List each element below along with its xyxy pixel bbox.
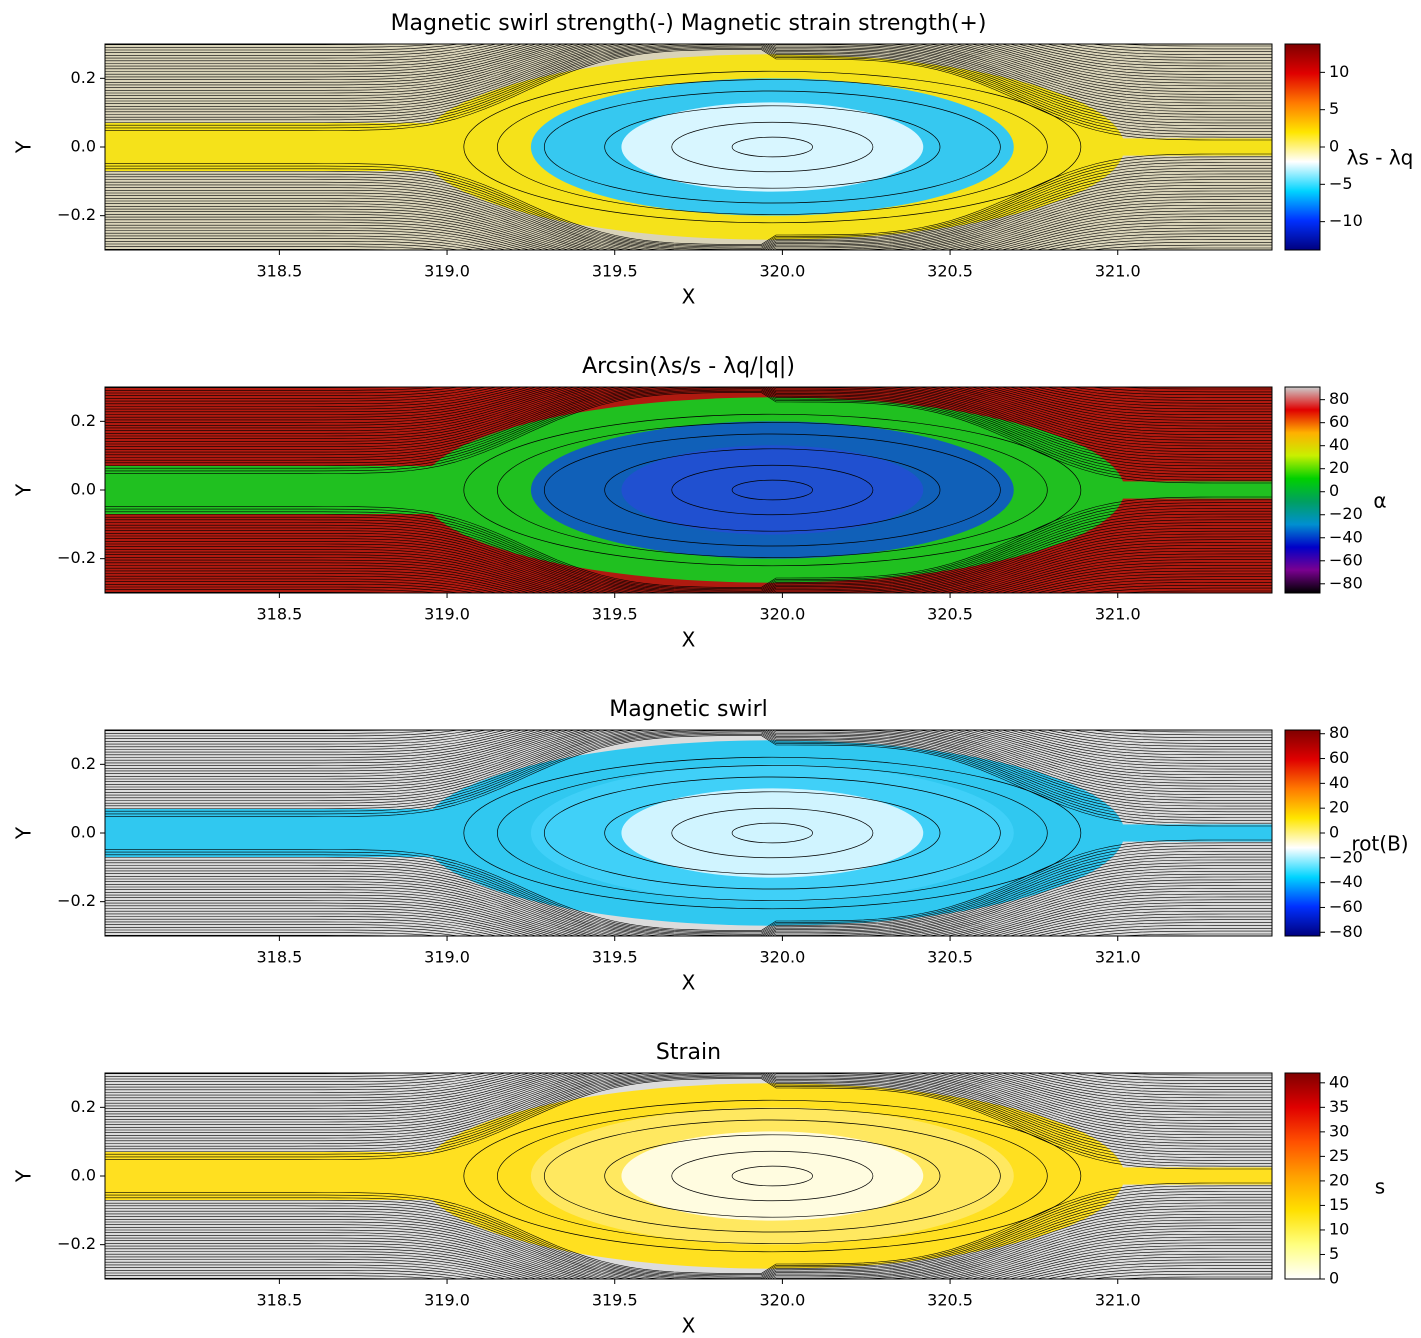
field-region bbox=[621, 445, 923, 534]
y-tick-label: −0.2 bbox=[57, 891, 96, 910]
x-tick-label: 318.5 bbox=[256, 262, 302, 281]
colorbar-tick-label: 80 bbox=[1329, 389, 1349, 408]
x-axis-label: X bbox=[682, 628, 696, 652]
y-tick-label: −0.2 bbox=[57, 548, 96, 567]
y-axis-label: Y bbox=[12, 140, 36, 154]
colorbar-tick-label: −5 bbox=[1329, 174, 1353, 193]
colorbar-label: α bbox=[1373, 489, 1386, 513]
colorbar-tick-label: 0 bbox=[1329, 823, 1339, 842]
y-tick-label: −0.2 bbox=[57, 205, 96, 224]
chart-title: Magnetic swirl bbox=[609, 697, 767, 722]
colorbar-tick-label: 5 bbox=[1329, 99, 1339, 118]
field-region bbox=[621, 102, 923, 191]
colorbar-tick-label: 20 bbox=[1329, 458, 1349, 477]
x-tick-label: 321.0 bbox=[1095, 948, 1141, 967]
chart-title: Magnetic swirl strength(-) Magnetic stra… bbox=[391, 11, 987, 36]
x-tick-label: 320.0 bbox=[759, 262, 805, 281]
x-tick-label: 320.5 bbox=[927, 262, 973, 281]
colorbar-tick-label: −40 bbox=[1329, 872, 1363, 891]
colorbar-tick-label: 0 bbox=[1329, 137, 1339, 156]
x-tick-label: 318.5 bbox=[256, 948, 302, 967]
x-tick-label: 319.0 bbox=[424, 1291, 470, 1310]
x-tick-label: 321.0 bbox=[1095, 605, 1141, 624]
y-tick-label: 0.2 bbox=[71, 68, 96, 87]
colorbar bbox=[1285, 44, 1320, 250]
colorbar-tick-label: 40 bbox=[1329, 773, 1349, 792]
x-axis-label: X bbox=[682, 971, 696, 995]
panel: 318.5 319.0 319.5 320.0 320.5 321.0 −0.2 0.0 0.2… bbox=[12, 1029, 1386, 1338]
x-tick-label: 319.0 bbox=[424, 262, 470, 281]
y-tick-label: −0.2 bbox=[57, 1234, 96, 1253]
x-tick-label: 319.0 bbox=[424, 605, 470, 624]
y-tick-label: 0.0 bbox=[71, 1166, 96, 1185]
x-tick-label: 319.0 bbox=[424, 948, 470, 967]
x-tick-label: 319.5 bbox=[592, 262, 638, 281]
colorbar-tick-label: −10 bbox=[1329, 211, 1363, 230]
chart-title: Arcsin(λs/s - λq/|q|) bbox=[582, 354, 795, 379]
y-tick-label: 0.0 bbox=[71, 480, 96, 499]
colorbar-tick-label: −20 bbox=[1329, 504, 1363, 523]
panel: 318.5 319.0 319.5 320.0 320.5 321.0 −0.2 0.0 0.2… bbox=[12, 686, 1409, 995]
x-tick-label: 321.0 bbox=[1095, 1291, 1141, 1310]
panel: 318.5 319.0 319.5 320.0 320.5 321.0 −0.2 0.0 0.2… bbox=[12, 343, 1387, 652]
colorbar-tick-label: 60 bbox=[1329, 412, 1349, 431]
colorbar-tick-label: 5 bbox=[1329, 1244, 1339, 1263]
x-tick-label: 318.5 bbox=[256, 605, 302, 624]
y-axis-label: Y bbox=[12, 826, 36, 840]
y-axis-label: Y bbox=[12, 1169, 36, 1183]
x-axis-label: X bbox=[682, 285, 696, 309]
x-tick-label: 320.5 bbox=[927, 948, 973, 967]
colorbar-tick-label: 80 bbox=[1329, 723, 1349, 742]
colorbar-tick-label: 0 bbox=[1329, 481, 1339, 500]
colorbar-tick-label: −80 bbox=[1329, 922, 1363, 941]
colorbar-tick-label: 60 bbox=[1329, 748, 1349, 767]
x-axis-label: X bbox=[682, 1314, 696, 1338]
x-tick-label: 321.0 bbox=[1095, 262, 1141, 281]
y-tick-label: 0.2 bbox=[71, 1097, 96, 1116]
colorbar-tick-label: −80 bbox=[1329, 573, 1363, 592]
colorbar-tick-label: 20 bbox=[1329, 1170, 1349, 1189]
colorbar-tick-label: 15 bbox=[1329, 1195, 1349, 1214]
field-region bbox=[621, 788, 923, 877]
colorbar-tick-label: −60 bbox=[1329, 550, 1363, 569]
colorbar-label: λs - λq bbox=[1347, 146, 1414, 170]
y-tick-label: 0.0 bbox=[71, 137, 96, 156]
colorbar-tick-label: 0 bbox=[1329, 1269, 1339, 1288]
colorbar-tick-label: −40 bbox=[1329, 527, 1363, 546]
colorbar-tick-label: 25 bbox=[1329, 1146, 1349, 1165]
x-tick-label: 320.5 bbox=[927, 1291, 973, 1310]
colorbar-tick-label: −60 bbox=[1329, 897, 1363, 916]
x-tick-label: 320.0 bbox=[759, 948, 805, 967]
colorbar-tick-label: 40 bbox=[1329, 435, 1349, 454]
colorbar-label: s bbox=[1375, 1175, 1385, 1199]
colorbar bbox=[1285, 387, 1320, 593]
x-tick-label: 319.5 bbox=[592, 1291, 638, 1310]
x-tick-label: 319.5 bbox=[592, 605, 638, 624]
y-tick-label: 0.2 bbox=[71, 754, 96, 773]
colorbar-tick-label: 20 bbox=[1329, 798, 1349, 817]
x-tick-label: 320.0 bbox=[759, 605, 805, 624]
colorbar-tick-label: 10 bbox=[1329, 62, 1349, 81]
field-region bbox=[621, 1131, 923, 1220]
colorbar-tick-label: 35 bbox=[1329, 1097, 1349, 1116]
colorbar bbox=[1285, 1073, 1320, 1279]
colorbar-tick-label: 30 bbox=[1329, 1121, 1349, 1140]
x-tick-label: 320.5 bbox=[927, 605, 973, 624]
colorbar-label: rot(B) bbox=[1351, 832, 1408, 856]
panel: 318.5 319.0 319.5 320.0 320.5 321.0 −0.2 0.0 0.2… bbox=[12, 0, 1414, 309]
x-tick-label: 319.5 bbox=[592, 948, 638, 967]
x-tick-label: 320.0 bbox=[759, 1291, 805, 1310]
chart-title: Strain bbox=[656, 1040, 721, 1065]
figure: 318.5 319.0 319.5 320.0 320.5 321.0 −0.2 0.0 0.2… bbox=[0, 0, 1421, 1338]
colorbar-tick-label: 10 bbox=[1329, 1219, 1349, 1238]
colorbar bbox=[1285, 730, 1320, 936]
colorbar-tick-label: 40 bbox=[1329, 1072, 1349, 1091]
x-tick-label: 318.5 bbox=[256, 1291, 302, 1310]
y-axis-label: Y bbox=[12, 483, 36, 497]
y-tick-label: 0.0 bbox=[71, 823, 96, 842]
y-tick-label: 0.2 bbox=[71, 411, 96, 430]
